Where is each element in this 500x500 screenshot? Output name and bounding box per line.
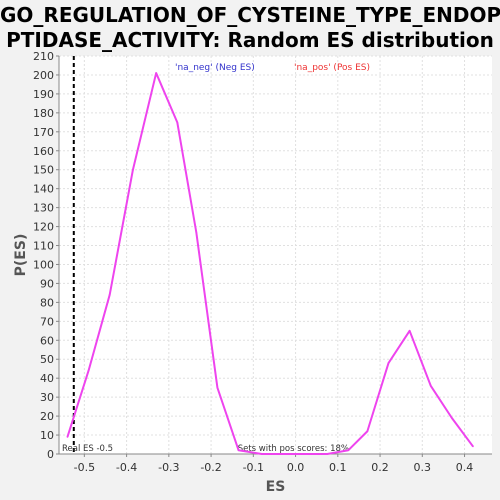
y-tick-label: 80 <box>40 296 54 309</box>
data-point <box>87 369 90 372</box>
data-point <box>237 449 240 452</box>
y-tick-label: 20 <box>40 410 54 423</box>
data-point <box>108 294 111 296</box>
chart-title-line-1: GO_REGULATION_OF_CYSTEINE_TYPE_ENDOPE <box>0 3 500 27</box>
data-point <box>132 168 134 171</box>
data-point <box>260 453 263 455</box>
data-point <box>347 449 350 452</box>
y-tick-label: 70 <box>40 315 54 328</box>
y-tick-label: 60 <box>40 334 54 347</box>
data-point <box>387 362 390 364</box>
data-point <box>66 436 69 438</box>
data-point <box>326 453 329 455</box>
y-tick-label: 150 <box>33 164 54 177</box>
data-point <box>408 330 411 332</box>
data-point <box>155 72 157 74</box>
data-point <box>451 417 453 419</box>
y-tick-label: 130 <box>33 202 54 215</box>
y-tick-label: 50 <box>40 353 54 366</box>
data-point <box>472 445 474 448</box>
y-tick-label: 140 <box>33 183 54 196</box>
x-axis-title: ES <box>266 479 286 495</box>
y-tick-label: 160 <box>33 145 54 158</box>
pos-score-annotation: Sets with pos scores: 18% <box>238 444 349 454</box>
y-tick-label: 170 <box>33 126 54 139</box>
data-point <box>282 453 284 455</box>
y-tick-label: 10 <box>40 429 54 442</box>
y-tick-label: 100 <box>33 258 54 271</box>
y-tick-label: 0 <box>47 448 54 461</box>
y-tick-label: 40 <box>40 372 54 385</box>
data-point <box>176 121 179 124</box>
series-line <box>66 72 474 455</box>
y-tick-label: 120 <box>33 221 54 234</box>
x-tick-label: -0.3 <box>158 461 179 474</box>
data-point <box>303 453 305 455</box>
y-tick-label: 190 <box>33 88 54 101</box>
data-point <box>195 231 198 234</box>
y-axis-title: P(ES) <box>13 234 29 277</box>
data-point <box>366 430 369 433</box>
y-tick-label: 90 <box>40 277 54 290</box>
real-es-label: Real ES -0.5 <box>62 444 113 454</box>
x-tick-label: -0.4 <box>116 461 137 474</box>
plot-area <box>59 56 492 454</box>
data-point <box>216 386 219 389</box>
legend-pos: 'na_pos' (Pos ES) <box>294 63 370 73</box>
legend-neg: 'na_neg' (Neg ES) <box>175 63 255 73</box>
x-tick-label: -0.1 <box>243 461 264 474</box>
y-tick-label: 30 <box>40 391 54 404</box>
y-tick-label: 180 <box>33 107 54 120</box>
chart-title-line-2: PTIDASE_ACTIVITY: Random ES distribution <box>6 28 494 52</box>
x-tick-label: 0.0 <box>287 461 305 474</box>
x-tick-label: 0.3 <box>414 461 432 474</box>
data-point <box>429 384 432 387</box>
x-tick-label: 0.2 <box>371 461 389 474</box>
y-tick-label: 200 <box>33 69 54 82</box>
y-tick-label: 110 <box>33 240 54 253</box>
y-tick-label: 210 <box>33 50 54 63</box>
x-tick-label: -0.2 <box>200 461 221 474</box>
x-tick-label: 0.1 <box>329 461 347 474</box>
x-tick-label: 0.4 <box>456 461 474 474</box>
x-tick-label: -0.5 <box>74 461 95 474</box>
